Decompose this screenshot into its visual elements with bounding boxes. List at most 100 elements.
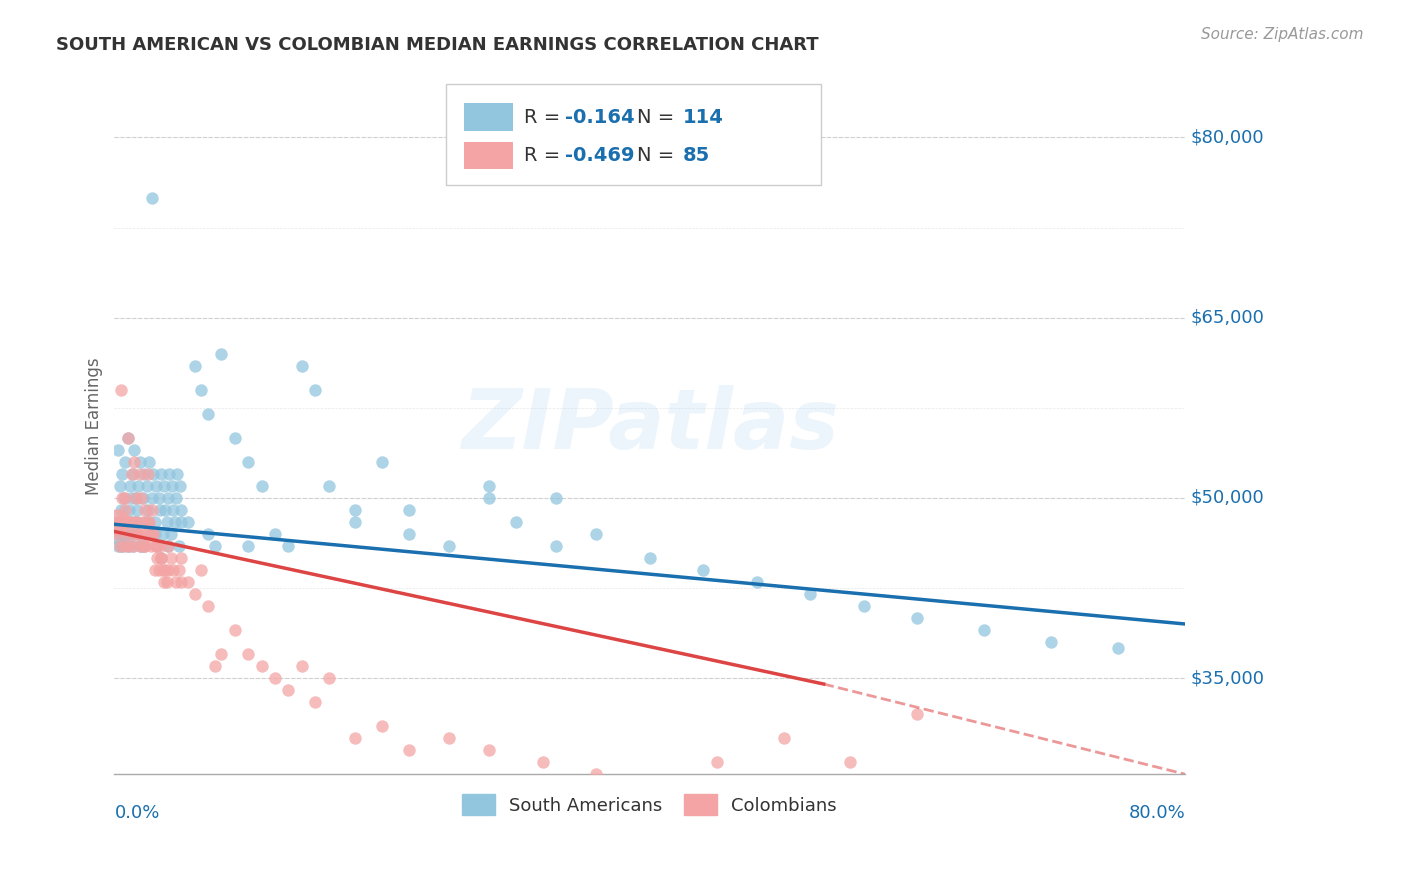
Point bbox=[170, 574, 193, 589]
Point bbox=[117, 539, 139, 553]
Point bbox=[211, 347, 233, 361]
Point bbox=[127, 503, 149, 517]
Point bbox=[238, 455, 260, 469]
Point bbox=[398, 743, 420, 757]
Point bbox=[291, 659, 314, 673]
Point bbox=[905, 707, 928, 722]
Point bbox=[531, 755, 554, 769]
Point bbox=[138, 515, 160, 529]
Point bbox=[505, 515, 527, 529]
Point bbox=[143, 527, 166, 541]
Point bbox=[136, 503, 159, 517]
Point bbox=[169, 479, 191, 493]
Point bbox=[478, 743, 501, 757]
Point bbox=[238, 539, 260, 553]
Point bbox=[122, 539, 145, 553]
Point bbox=[905, 611, 928, 625]
Point bbox=[111, 539, 134, 553]
FancyBboxPatch shape bbox=[464, 103, 513, 131]
Text: R =: R = bbox=[524, 146, 567, 165]
Point bbox=[132, 539, 155, 553]
Point bbox=[110, 527, 132, 541]
Point bbox=[250, 659, 273, 673]
Point bbox=[129, 491, 152, 505]
Point bbox=[638, 779, 661, 793]
Point bbox=[544, 539, 567, 553]
Point bbox=[238, 647, 260, 661]
Point bbox=[1107, 640, 1129, 655]
Point bbox=[148, 491, 170, 505]
Point bbox=[544, 491, 567, 505]
Point bbox=[139, 539, 162, 553]
Point bbox=[706, 755, 728, 769]
Point bbox=[105, 515, 128, 529]
Point bbox=[128, 539, 150, 553]
Point bbox=[197, 599, 219, 613]
Point bbox=[114, 527, 136, 541]
Point bbox=[839, 755, 862, 769]
Point bbox=[107, 515, 129, 529]
Point bbox=[135, 479, 157, 493]
Point bbox=[344, 503, 367, 517]
Point bbox=[159, 550, 181, 565]
Point bbox=[132, 467, 155, 481]
Point bbox=[153, 479, 176, 493]
Point bbox=[155, 503, 177, 517]
Point bbox=[131, 515, 153, 529]
Point bbox=[124, 527, 146, 541]
Point bbox=[128, 479, 150, 493]
FancyBboxPatch shape bbox=[446, 85, 821, 186]
Point bbox=[142, 527, 165, 541]
Point bbox=[204, 659, 226, 673]
Point bbox=[211, 647, 233, 661]
Text: 0.0%: 0.0% bbox=[114, 805, 160, 822]
Point bbox=[124, 515, 146, 529]
Point bbox=[799, 587, 821, 601]
Point bbox=[146, 539, 169, 553]
Point bbox=[141, 527, 163, 541]
Point bbox=[110, 383, 132, 397]
Point bbox=[141, 491, 163, 505]
Point bbox=[149, 539, 172, 553]
Point bbox=[127, 515, 149, 529]
Point bbox=[585, 527, 607, 541]
Text: $50,000: $50,000 bbox=[1191, 489, 1264, 507]
Point bbox=[437, 539, 460, 553]
Point bbox=[156, 491, 179, 505]
Point bbox=[156, 563, 179, 577]
Point bbox=[125, 491, 148, 505]
Text: N =: N = bbox=[637, 146, 681, 165]
Point bbox=[129, 539, 152, 553]
Point bbox=[111, 515, 134, 529]
Point bbox=[344, 731, 367, 745]
Point bbox=[157, 467, 180, 481]
Point bbox=[108, 527, 131, 541]
Text: R =: R = bbox=[524, 108, 567, 127]
Text: $80,000: $80,000 bbox=[1191, 128, 1264, 146]
Point bbox=[115, 527, 138, 541]
Point bbox=[114, 527, 136, 541]
Point bbox=[155, 563, 177, 577]
Point bbox=[478, 479, 501, 493]
Point bbox=[143, 563, 166, 577]
Legend: South Americans, Colombians: South Americans, Colombians bbox=[454, 786, 846, 824]
Point bbox=[170, 515, 193, 529]
Point bbox=[250, 479, 273, 493]
Point bbox=[108, 539, 131, 553]
Point bbox=[134, 515, 156, 529]
Point bbox=[134, 539, 156, 553]
Point bbox=[291, 359, 314, 373]
Point bbox=[177, 515, 200, 529]
Point bbox=[437, 731, 460, 745]
Point bbox=[112, 539, 135, 553]
Point bbox=[197, 407, 219, 421]
Point bbox=[165, 574, 187, 589]
Point bbox=[155, 515, 177, 529]
Point bbox=[143, 515, 166, 529]
Point bbox=[127, 515, 149, 529]
Point bbox=[146, 550, 169, 565]
Point bbox=[107, 442, 129, 457]
Point bbox=[852, 599, 875, 613]
Point bbox=[128, 467, 150, 481]
Point bbox=[111, 467, 134, 481]
